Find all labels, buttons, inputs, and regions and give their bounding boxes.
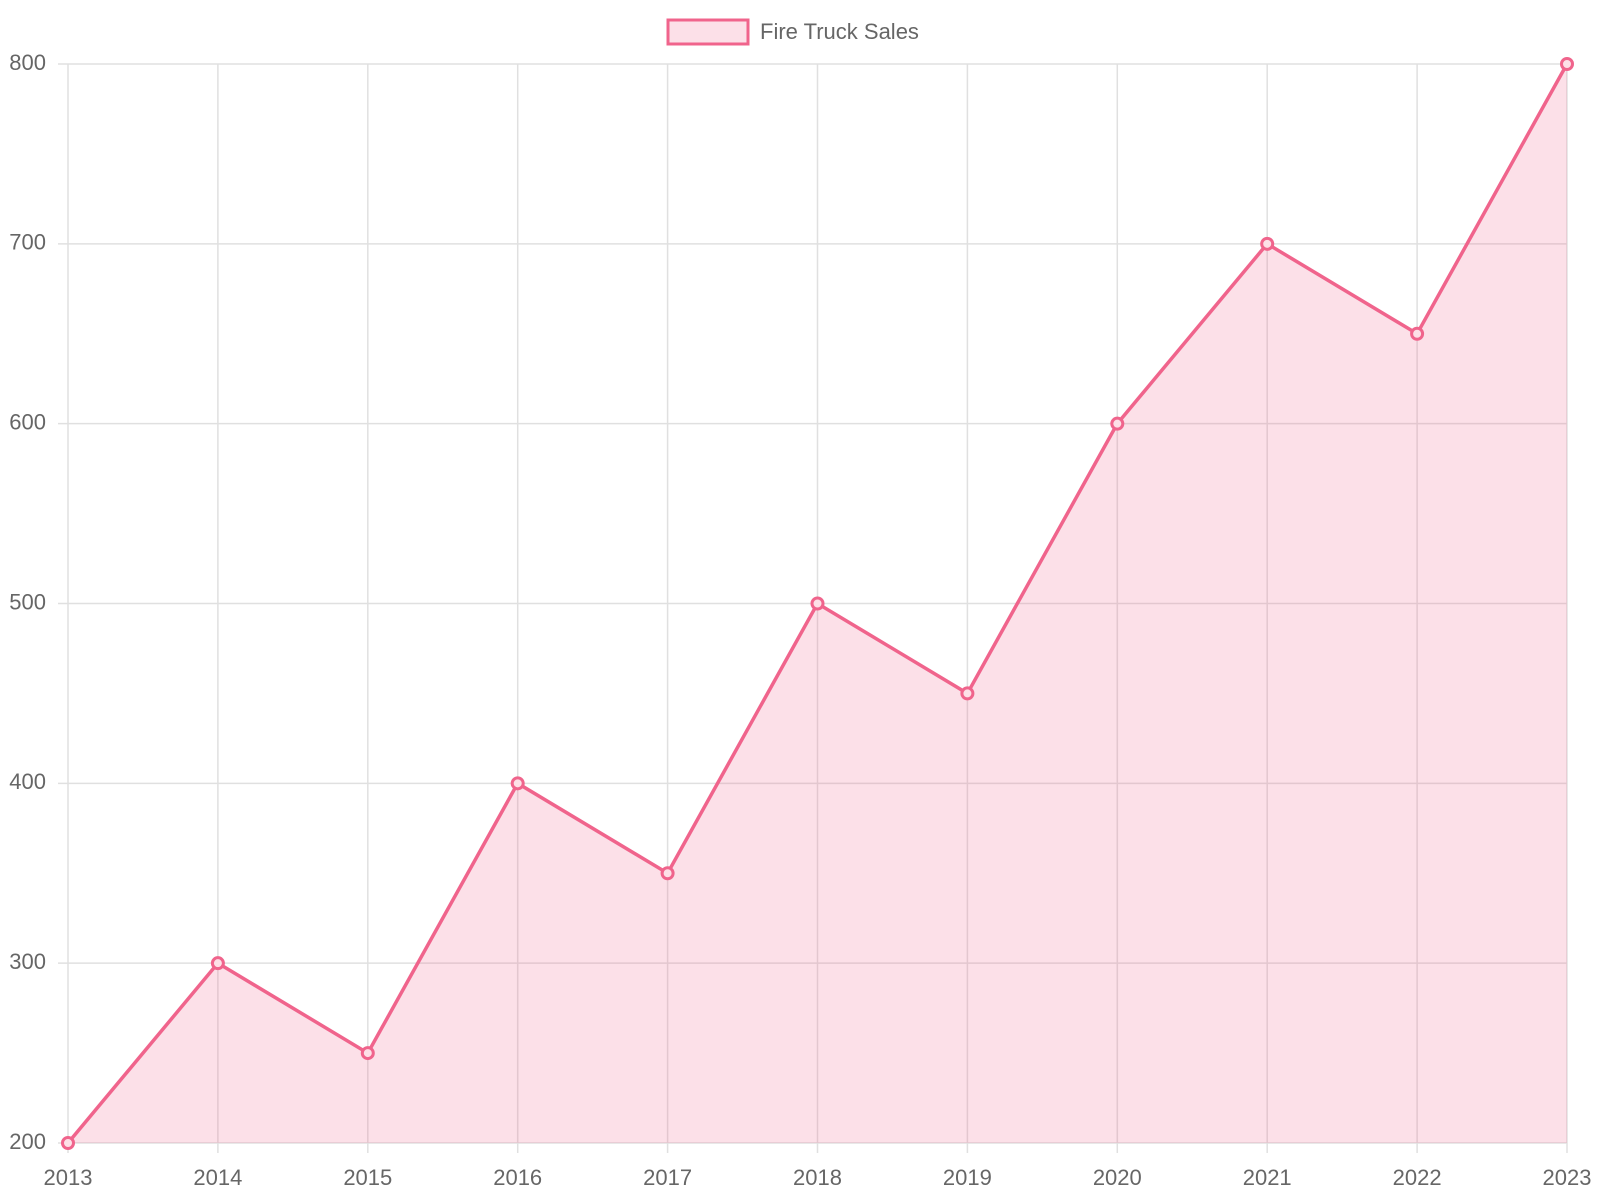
point: [1410, 326, 1425, 341]
point: [1560, 57, 1574, 71]
x-tick-label: 2018: [793, 1165, 842, 1190]
y-tick-label: 300: [9, 949, 46, 974]
x-tick-label: 2020: [1093, 1165, 1142, 1190]
point: [810, 596, 825, 611]
y-tick-label: 600: [9, 409, 46, 434]
y-tick-label: 500: [9, 589, 46, 614]
point: [360, 1046, 375, 1061]
legend-swatch: [666, 18, 750, 46]
y-tick-label: 200: [9, 1129, 46, 1154]
y-tick-label: 700: [9, 230, 46, 255]
y-tick-label: 400: [9, 769, 46, 794]
point: [660, 866, 675, 881]
x-tick-label: 2015: [343, 1165, 392, 1190]
point: [960, 686, 975, 701]
x-tick-label: 2021: [1243, 1165, 1292, 1190]
point: [1260, 236, 1275, 251]
x-tick-label: 2023: [1543, 1165, 1592, 1190]
legend-label: Fire Truck Sales: [760, 19, 919, 44]
point: [61, 1136, 75, 1150]
x-tick-label: 2016: [493, 1165, 542, 1190]
x-tick-label: 2014: [193, 1165, 242, 1190]
point: [210, 956, 225, 971]
x-tick-label: 2017: [643, 1165, 692, 1190]
point: [1110, 416, 1125, 431]
x-tick-label: 2019: [943, 1165, 992, 1190]
point: [510, 776, 525, 791]
x-tick-label: 2013: [44, 1165, 93, 1190]
y-tick-label: 800: [9, 50, 46, 75]
x-tick-label: 2022: [1393, 1165, 1442, 1190]
